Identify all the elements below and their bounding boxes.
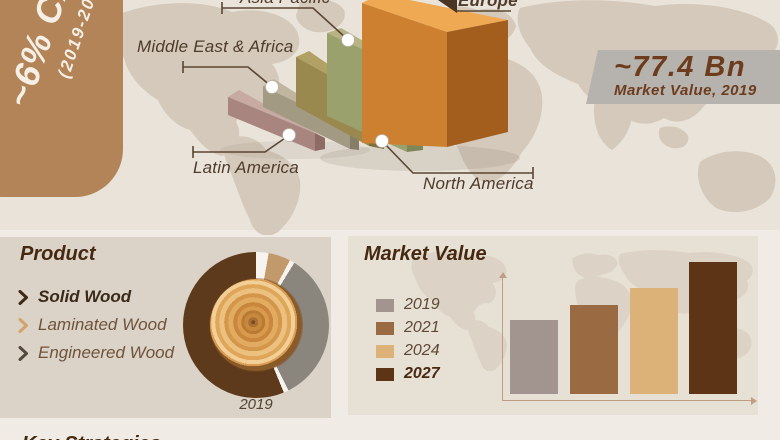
bars-shadow — [220, 141, 370, 159]
legend-item-2024: 2024 — [376, 342, 440, 360]
legend-item-2027: 2027 — [376, 365, 440, 383]
product-item-label: Laminated Wood — [38, 315, 167, 334]
wood-log-illustration — [210, 279, 302, 371]
bars-shadow — [320, 145, 520, 171]
y-axis-arrow-icon — [499, 272, 507, 278]
legend-item-2021: 2021 — [376, 319, 440, 337]
product-item-label: Solid Wood — [38, 287, 132, 306]
x-axis-arrow-icon — [751, 397, 757, 405]
bar-2024 — [630, 288, 678, 394]
callout-dot-middle-east-africa — [265, 80, 279, 94]
legend-label: 2027 — [404, 365, 440, 382]
regional-3d-bar-chart — [182, 0, 534, 179]
market-value-badge-inner: ~77.4 Bn Market Value, 2019 — [598, 50, 780, 99]
bar-2027 — [689, 262, 737, 394]
legend-swatch-2027 — [376, 367, 394, 381]
market-value-panel-title: Market Value — [364, 243, 487, 265]
legend-swatch-2019 — [376, 298, 394, 312]
europe-flag-icon — [438, 0, 457, 13]
leader-line-latin-america — [193, 135, 289, 153]
market-value-panel: Market Value 2019 2021 2024 2027 — [348, 236, 758, 415]
market-value-badge: ~77.4 Bn Market Value, 2019 — [586, 50, 780, 104]
legend-label: 2019 — [404, 296, 440, 313]
chevron-right-icon — [18, 345, 28, 361]
legend-label: 2021 — [404, 319, 440, 336]
product-item-laminated-wood: Laminated Wood — [18, 315, 167, 335]
bar-2021 — [570, 305, 618, 394]
region-label-europe: Europe — [458, 0, 518, 10]
product-item-solid-wood: Solid Wood — [18, 287, 131, 307]
region-label-middle-east-africa: Middle East & Africa — [137, 37, 294, 56]
chevron-right-icon — [18, 289, 28, 305]
region-label-north-america: North America — [423, 174, 534, 193]
callout-dot-north-america — [375, 134, 389, 148]
legend-swatch-2021 — [376, 321, 394, 335]
product-item-engineered-wood: Engineered Wood — [18, 343, 174, 363]
leader-line-middle-east-africa — [183, 66, 272, 87]
region-label-asia-pacific: Asia Pacific — [240, 0, 330, 8]
region-label-latin-america: Latin America — [193, 158, 299, 177]
x-axis — [502, 400, 752, 401]
market-value-caption: Market Value, 2019 — [614, 82, 757, 99]
leader-line-north-america — [381, 140, 533, 174]
bar-3d-europe — [362, 0, 508, 147]
leader-line-asia-pacific — [222, 7, 347, 39]
callout-dot-asia-pacific — [341, 33, 355, 47]
legend-swatch-2024 — [376, 344, 394, 358]
legend-label: 2024 — [404, 342, 440, 359]
bar-2019 — [510, 320, 558, 394]
legend-item-2019: 2019 — [376, 296, 440, 314]
y-axis — [502, 277, 503, 401]
donut-year-label: 2019 — [239, 396, 273, 413]
market-value-amount: ~77.4 Bn — [614, 51, 747, 83]
callout-dot-latin-america — [282, 128, 296, 142]
product-item-label: Engineered Wood — [38, 343, 175, 362]
regional-map-section: Middle East & Africa Latin America North… — [0, 0, 780, 235]
product-panel: Product Solid Wood Laminated Wood Engine… — [0, 237, 331, 418]
chevron-right-icon — [18, 317, 28, 333]
cagr-badge: ~6% CAGR (2019-2027) — [0, 0, 123, 197]
product-panel-title: Product — [20, 243, 96, 265]
key-strategies-heading: Key Strategies — [22, 433, 161, 440]
